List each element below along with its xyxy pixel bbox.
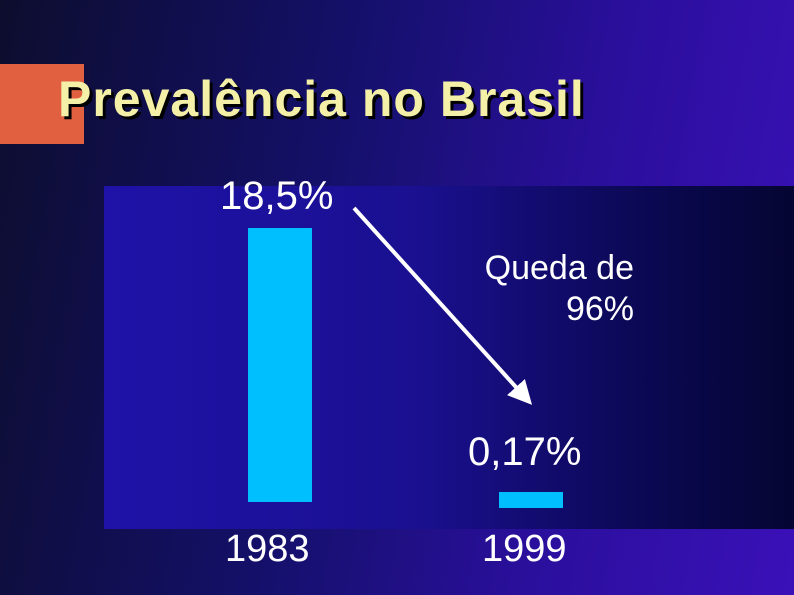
decline-annotation: Queda de 96% bbox=[485, 248, 634, 330]
title-accent-block bbox=[0, 64, 84, 144]
decline-annotation-line1: Queda de bbox=[484, 249, 634, 287]
data-label-1999: 0,17% bbox=[468, 430, 582, 474]
decline-annotation-line2: 96% bbox=[565, 289, 634, 328]
bar-1999 bbox=[499, 492, 563, 508]
slide-title: Prevalência no Brasil bbox=[58, 71, 585, 127]
bar-1983 bbox=[248, 228, 312, 502]
x-tick-label-1999: 1999 bbox=[482, 528, 567, 570]
data-label-1983: 18,5% bbox=[220, 174, 334, 218]
decline-arrow bbox=[352, 206, 533, 405]
plot-panel bbox=[104, 186, 794, 529]
x-tick-label-1983: 1983 bbox=[225, 528, 310, 570]
